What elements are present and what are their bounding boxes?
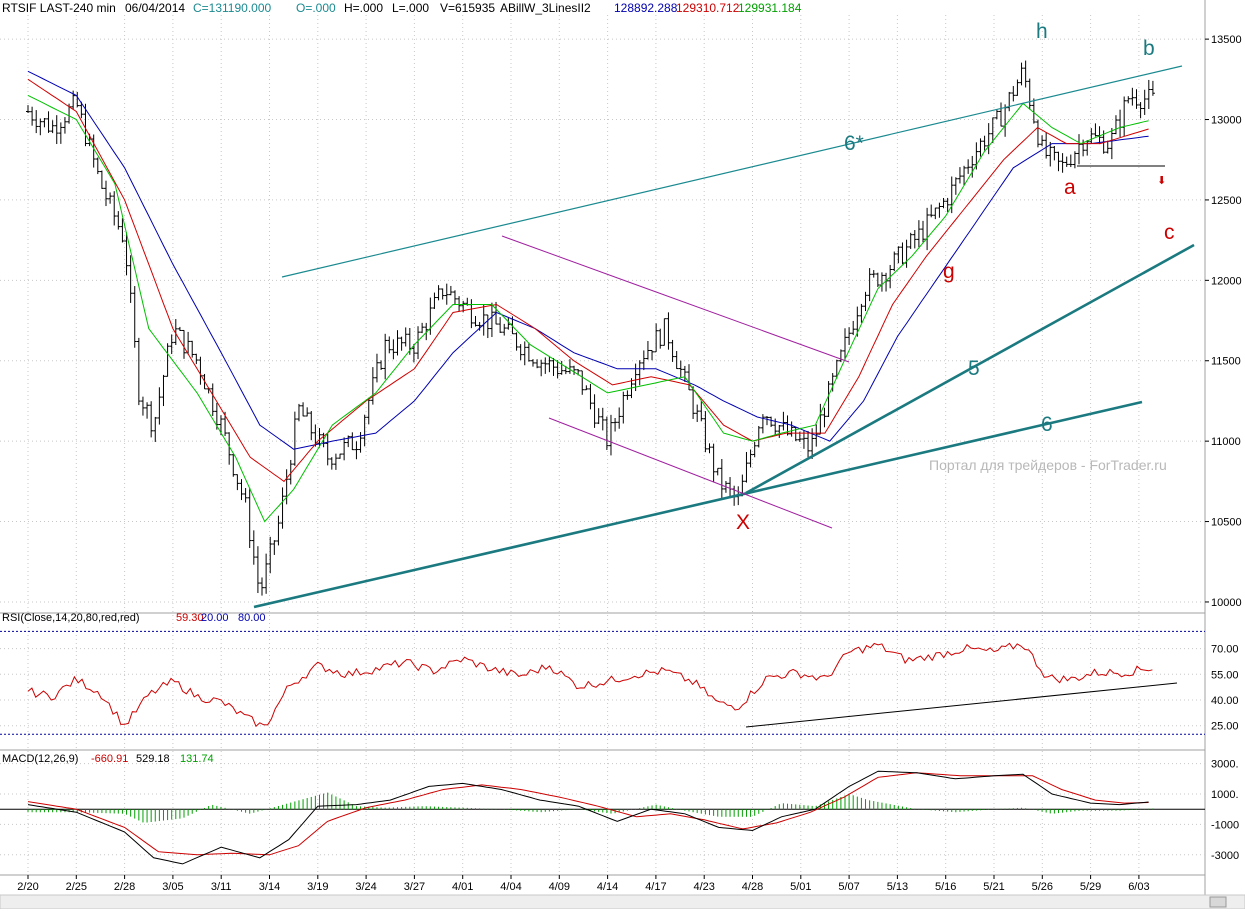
indicator-value-2: 129310.712 — [676, 1, 740, 15]
rsi-value-2: 20.00 — [201, 612, 229, 624]
x-tick-label: 6/03 — [1128, 881, 1149, 893]
ma-slow-line — [27, 70, 1149, 450]
x-tick-label: 2/20 — [17, 881, 38, 893]
y-tick-label: 10500 — [1211, 517, 1242, 529]
x-tick-label: 4/01 — [452, 881, 473, 893]
x-tick-label: 5/26 — [1032, 881, 1053, 893]
rsi-tick-label: 70.00 — [1211, 644, 1239, 656]
ma-mid-line — [27, 78, 1149, 483]
wave-label-x: X — [736, 511, 750, 534]
wave-label-a: a — [1064, 176, 1076, 199]
trendline-6[interactable] — [253, 400, 1143, 609]
macd-panel — [27, 770, 1154, 865]
x-tick-label: 5/29 — [1080, 881, 1101, 893]
trendline-5[interactable] — [745, 243, 1195, 495]
volume-value: V=615935 — [440, 1, 495, 15]
macd-value-1: -660.91 — [91, 753, 128, 765]
macd-title: MACD(12,26,9) — [2, 753, 78, 765]
x-tick-label: 5/01 — [790, 881, 811, 893]
y-tick-label: 10000 — [1211, 597, 1242, 609]
scroll-thumb[interactable] — [1209, 896, 1227, 908]
macd-value-2: 529.18 — [136, 753, 170, 765]
line-label-6: 6 — [1041, 413, 1053, 436]
wave-labels: h b a c g X 6* 5 6 — [736, 20, 1175, 534]
x-tick-label: 3/11 — [211, 881, 232, 893]
price-panel — [26, 60, 1155, 596]
rsi-line — [27, 642, 1153, 728]
x-tick-label: 2/25 — [66, 881, 87, 893]
ma-fast-line — [27, 94, 1149, 523]
indicator-name: ABillW_3LinesII2 — [500, 1, 591, 15]
trendlines — [253, 65, 1195, 728]
x-tick-label: 3/19 — [307, 881, 328, 893]
macd-tick-label: -3000 — [1211, 850, 1239, 862]
macd-signal-line — [27, 772, 1149, 856]
y-tick-label: 13500 — [1211, 34, 1242, 46]
indicator-value-1: 128892.288 — [614, 1, 678, 15]
line-label-5: 5 — [968, 357, 980, 380]
wave-label-h: h — [1036, 20, 1048, 43]
wave-label-c: c — [1164, 221, 1175, 244]
indicator-value-3: 129931.184 — [738, 1, 802, 15]
x-tick-label: 3/05 — [162, 881, 183, 893]
x-tick-label: 5/07 — [838, 881, 859, 893]
rsi-title: RSI(Close,14,20,80,red,red) — [2, 612, 140, 624]
x-tick-label: 4/23 — [693, 881, 714, 893]
x-tick-label: 4/17 — [645, 881, 666, 893]
rsi-panel — [27, 642, 1153, 728]
x-tick-label: 4/28 — [742, 881, 763, 893]
x-tick-label: 5/21 — [983, 881, 1004, 893]
horizontal-scrollbar[interactable] — [0, 894, 1245, 910]
macd-line — [27, 770, 1149, 865]
line-label-6star: 6* — [844, 132, 864, 155]
arrow-down-icon: ⬇ — [1157, 175, 1166, 187]
x-tick-label: 2/28 — [114, 881, 135, 893]
date-label: 06/04/2014 — [125, 1, 185, 15]
channel-upper[interactable] — [501, 235, 850, 363]
y-tick-label: 11000 — [1211, 436, 1241, 448]
rsi-tick-label: 40.00 — [1211, 695, 1239, 707]
chart-header: RTSIF LAST-240 min 06/04/2014 C=131190.0… — [2, 1, 802, 15]
trendline-6star[interactable] — [281, 65, 1183, 278]
x-tick-label: 3/14 — [259, 881, 280, 893]
close-value: C=131190.000 — [193, 1, 272, 15]
channel-lower[interactable] — [548, 417, 833, 529]
x-tick-label: 5/16 — [935, 881, 956, 893]
y-tick-label: 13000 — [1211, 115, 1242, 127]
wave-label-g: g — [943, 260, 955, 283]
macd-tick-label: -1000 — [1211, 819, 1239, 831]
rsi-value-3: 80.00 — [238, 612, 266, 624]
axis-layer: 2/20 2/25 2/28 3/05 3/11 3/14 3/19 3/24 3/27 4/01… — [17, 34, 1241, 893]
panel-labels: RSI(Close,14,20,80,red,red) 59.30 20.00 … — [2, 612, 266, 765]
low-value: L=.000 — [392, 1, 429, 15]
x-tick-label: 5/13 — [887, 881, 908, 893]
x-tick-label: 4/04 — [500, 881, 521, 893]
y-tick-label: 12500 — [1211, 195, 1242, 207]
x-tick-label: 4/09 — [549, 881, 570, 893]
symbol-label: RTSIF LAST-240 min — [2, 1, 116, 15]
wave-label-b: b — [1143, 37, 1155, 60]
y-tick-label: 12000 — [1211, 275, 1242, 287]
rsi-value-1: 59.30 — [176, 612, 204, 624]
watermark: Портал для трейдеров - ForTrader.ru — [929, 457, 1167, 473]
x-tick-label: 4/14 — [597, 881, 618, 893]
rsi-tick-label: 55.00 — [1211, 669, 1239, 681]
x-tick-label: 3/27 — [404, 881, 425, 893]
rsi-trendline[interactable] — [745, 682, 1178, 728]
macd-tick-label: 3000. — [1211, 759, 1239, 771]
macd-tick-label: 1000. — [1211, 789, 1239, 801]
high-value: H=.000 — [344, 1, 383, 15]
open-value: O=.000 — [296, 1, 336, 15]
x-tick-label: 3/24 — [355, 881, 376, 893]
rsi-tick-label: 25.00 — [1211, 721, 1239, 733]
macd-value-3: 131.74 — [180, 753, 214, 765]
y-tick-label: 11500 — [1211, 356, 1241, 368]
